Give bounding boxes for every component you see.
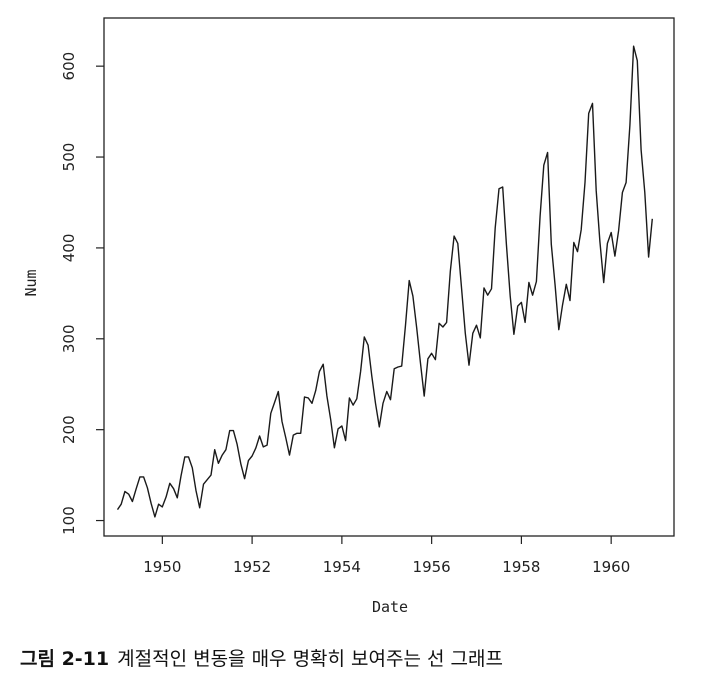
y-axis: 100 200 300 400 500 600 <box>60 52 104 535</box>
x-tick-label: 1954 <box>323 558 361 576</box>
figure-label: 그림 2-11 <box>20 648 110 670</box>
x-tick-label: 1960 <box>592 558 630 576</box>
caption-text: 계절적인 변동을 매우 명확히 보여주는 선 그래프 <box>117 648 503 670</box>
figure-caption: 그림 2-11 계절적인 변동을 매우 명확히 보여주는 선 그래프 <box>20 644 503 671</box>
line-chart: 1950 1952 1954 1956 1958 1960 100 200 300 400 500… <box>22 17 675 616</box>
x-tick-label: 1958 <box>502 558 540 576</box>
y-tick-label: 300 <box>60 324 78 353</box>
x-axis: 1950 1952 1954 1956 1958 1960 <box>143 536 630 576</box>
series-line <box>116 45 653 518</box>
y-tick-label: 400 <box>60 234 78 263</box>
x-axis-label: Date <box>372 598 408 616</box>
x-tick-label: 1956 <box>413 558 451 576</box>
y-axis-label: Num <box>22 269 40 296</box>
y-tick-label: 600 <box>60 52 78 81</box>
y-tick-label: 500 <box>60 143 78 172</box>
y-tick-label: 100 <box>60 506 78 535</box>
x-tick-label: 1952 <box>233 558 271 576</box>
x-tick-label: 1950 <box>143 558 181 576</box>
plot-frame <box>103 17 675 537</box>
y-tick-label: 200 <box>60 415 78 444</box>
